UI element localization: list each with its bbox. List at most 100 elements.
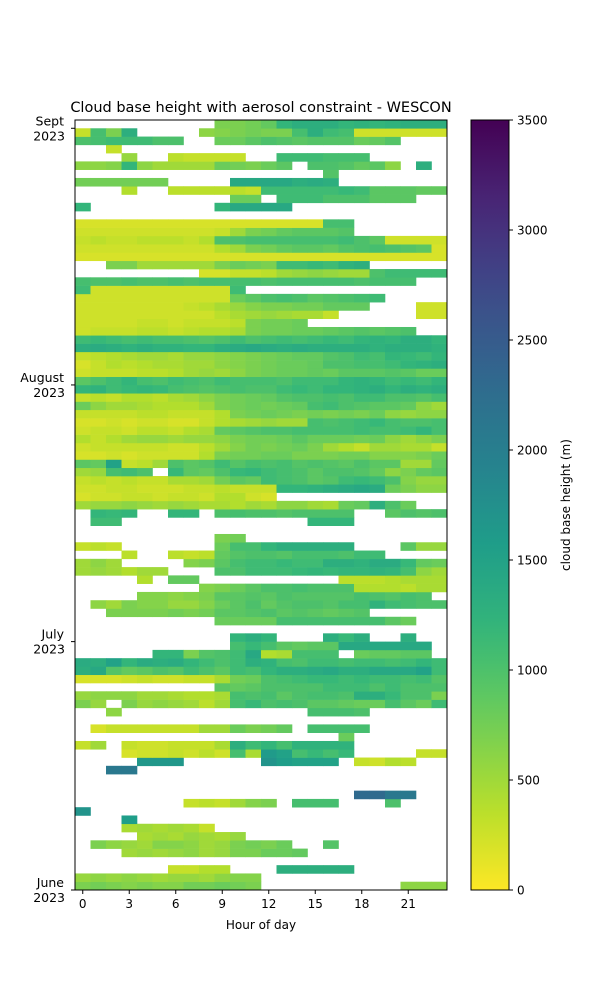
heatmap-cell <box>121 658 138 667</box>
heatmap-cell <box>183 335 200 344</box>
heatmap-cell <box>323 798 339 808</box>
heatmap-cell <box>292 550 308 560</box>
heatmap-cell <box>230 418 246 427</box>
heatmap-cell <box>385 790 401 800</box>
heatmap-cell <box>106 285 122 295</box>
heatmap-cell <box>369 393 386 402</box>
heatmap-cell <box>90 360 107 369</box>
heatmap-cell <box>214 376 231 386</box>
heatmap-cell <box>400 641 417 651</box>
heatmap-cell <box>106 219 122 228</box>
heatmap-cell <box>152 724 169 733</box>
heatmap-cell <box>416 418 432 427</box>
heatmap-cell <box>307 558 324 568</box>
heatmap-cell <box>369 293 386 303</box>
heatmap-cell <box>400 368 417 377</box>
heatmap-cell <box>261 368 277 377</box>
heatmap-cell <box>354 442 370 452</box>
heatmap-cell <box>261 484 277 493</box>
heatmap-cell <box>307 302 324 311</box>
heatmap-cell <box>183 550 200 560</box>
heatmap-cell <box>338 707 355 717</box>
colorbar-tick-label: 0 <box>517 884 525 898</box>
heatmap-cell <box>199 343 215 353</box>
heatmap-cell <box>369 335 386 344</box>
heatmap-cell <box>245 426 262 435</box>
heatmap-cell <box>431 484 448 493</box>
heatmap-cell <box>199 293 215 303</box>
heatmap-cell <box>214 509 231 518</box>
heatmap-cell <box>168 740 184 750</box>
heatmap-cell <box>369 683 386 692</box>
heatmap-cell <box>292 302 308 311</box>
heatmap-cell <box>307 120 324 129</box>
heatmap-cell <box>385 459 401 469</box>
heatmap-cell <box>137 244 153 253</box>
heatmap-cell <box>230 194 246 204</box>
heatmap-cell <box>75 434 91 444</box>
heatmap-cell <box>137 384 153 394</box>
heatmap-cell <box>261 219 277 228</box>
heatmap-cell <box>90 318 107 328</box>
heatmap-cell <box>245 451 262 460</box>
heatmap-cell <box>323 757 339 767</box>
heatmap-cell <box>199 492 215 502</box>
heatmap-cell <box>245 492 262 502</box>
heatmap-cell <box>338 608 355 618</box>
heatmap-cell <box>183 881 200 891</box>
heatmap-cell <box>354 326 370 336</box>
heatmap-cell <box>90 558 107 568</box>
heatmap-cell <box>137 674 153 684</box>
heatmap-cell <box>152 442 169 452</box>
heatmap-cell <box>168 227 184 237</box>
heatmap-cell <box>214 434 231 444</box>
heatmap-cell <box>354 335 370 344</box>
heatmap-cell <box>400 467 417 477</box>
heatmap-cell <box>431 658 448 667</box>
heatmap-cell <box>261 434 277 444</box>
heatmap-cell <box>323 244 339 253</box>
heatmap-cell <box>75 136 91 146</box>
heatmap-cell <box>261 691 277 700</box>
heatmap-cell <box>152 484 169 493</box>
heatmap-cell <box>121 608 138 618</box>
heatmap-cell <box>75 161 91 170</box>
heatmap-cell <box>354 136 370 146</box>
heatmap-cell <box>369 790 386 800</box>
heatmap-cell <box>75 459 91 469</box>
heatmap-cell <box>261 442 277 452</box>
heatmap-cell <box>214 451 231 460</box>
heatmap-cell <box>168 649 184 659</box>
heatmap-cell <box>245 848 262 858</box>
heatmap-cell <box>416 310 432 320</box>
heatmap-cell <box>214 219 231 228</box>
heatmap-cell <box>354 691 370 700</box>
heatmap-cell <box>75 244 91 253</box>
heatmap-cell <box>385 558 401 568</box>
heatmap-cell <box>292 442 308 452</box>
heatmap-cell <box>431 558 448 568</box>
heatmap-cell <box>338 335 355 344</box>
heatmap-cell <box>183 153 200 162</box>
heatmap-cell <box>400 500 417 510</box>
heatmap-cell <box>431 343 448 353</box>
heatmap-cell <box>245 558 262 568</box>
heatmap-cell <box>307 227 324 237</box>
heatmap-cell <box>276 269 293 278</box>
heatmap-cell <box>276 608 293 618</box>
heatmap-cell <box>385 699 401 709</box>
heatmap-cell <box>245 674 262 684</box>
heatmap-cell <box>75 666 91 676</box>
heatmap-cell <box>137 492 153 502</box>
heatmap-cell <box>90 302 107 311</box>
heatmap-cell <box>75 302 91 311</box>
heatmap-cell <box>121 186 138 195</box>
heatmap-cell <box>137 235 153 245</box>
heatmap-cell <box>152 840 169 849</box>
x-axis-label: Hour of day <box>226 918 296 932</box>
heatmap-cell <box>106 467 122 477</box>
heatmap-cell <box>369 484 386 493</box>
heatmap-cell <box>230 550 246 560</box>
heatmap-cell <box>307 865 324 874</box>
heatmap-cell <box>338 360 355 369</box>
